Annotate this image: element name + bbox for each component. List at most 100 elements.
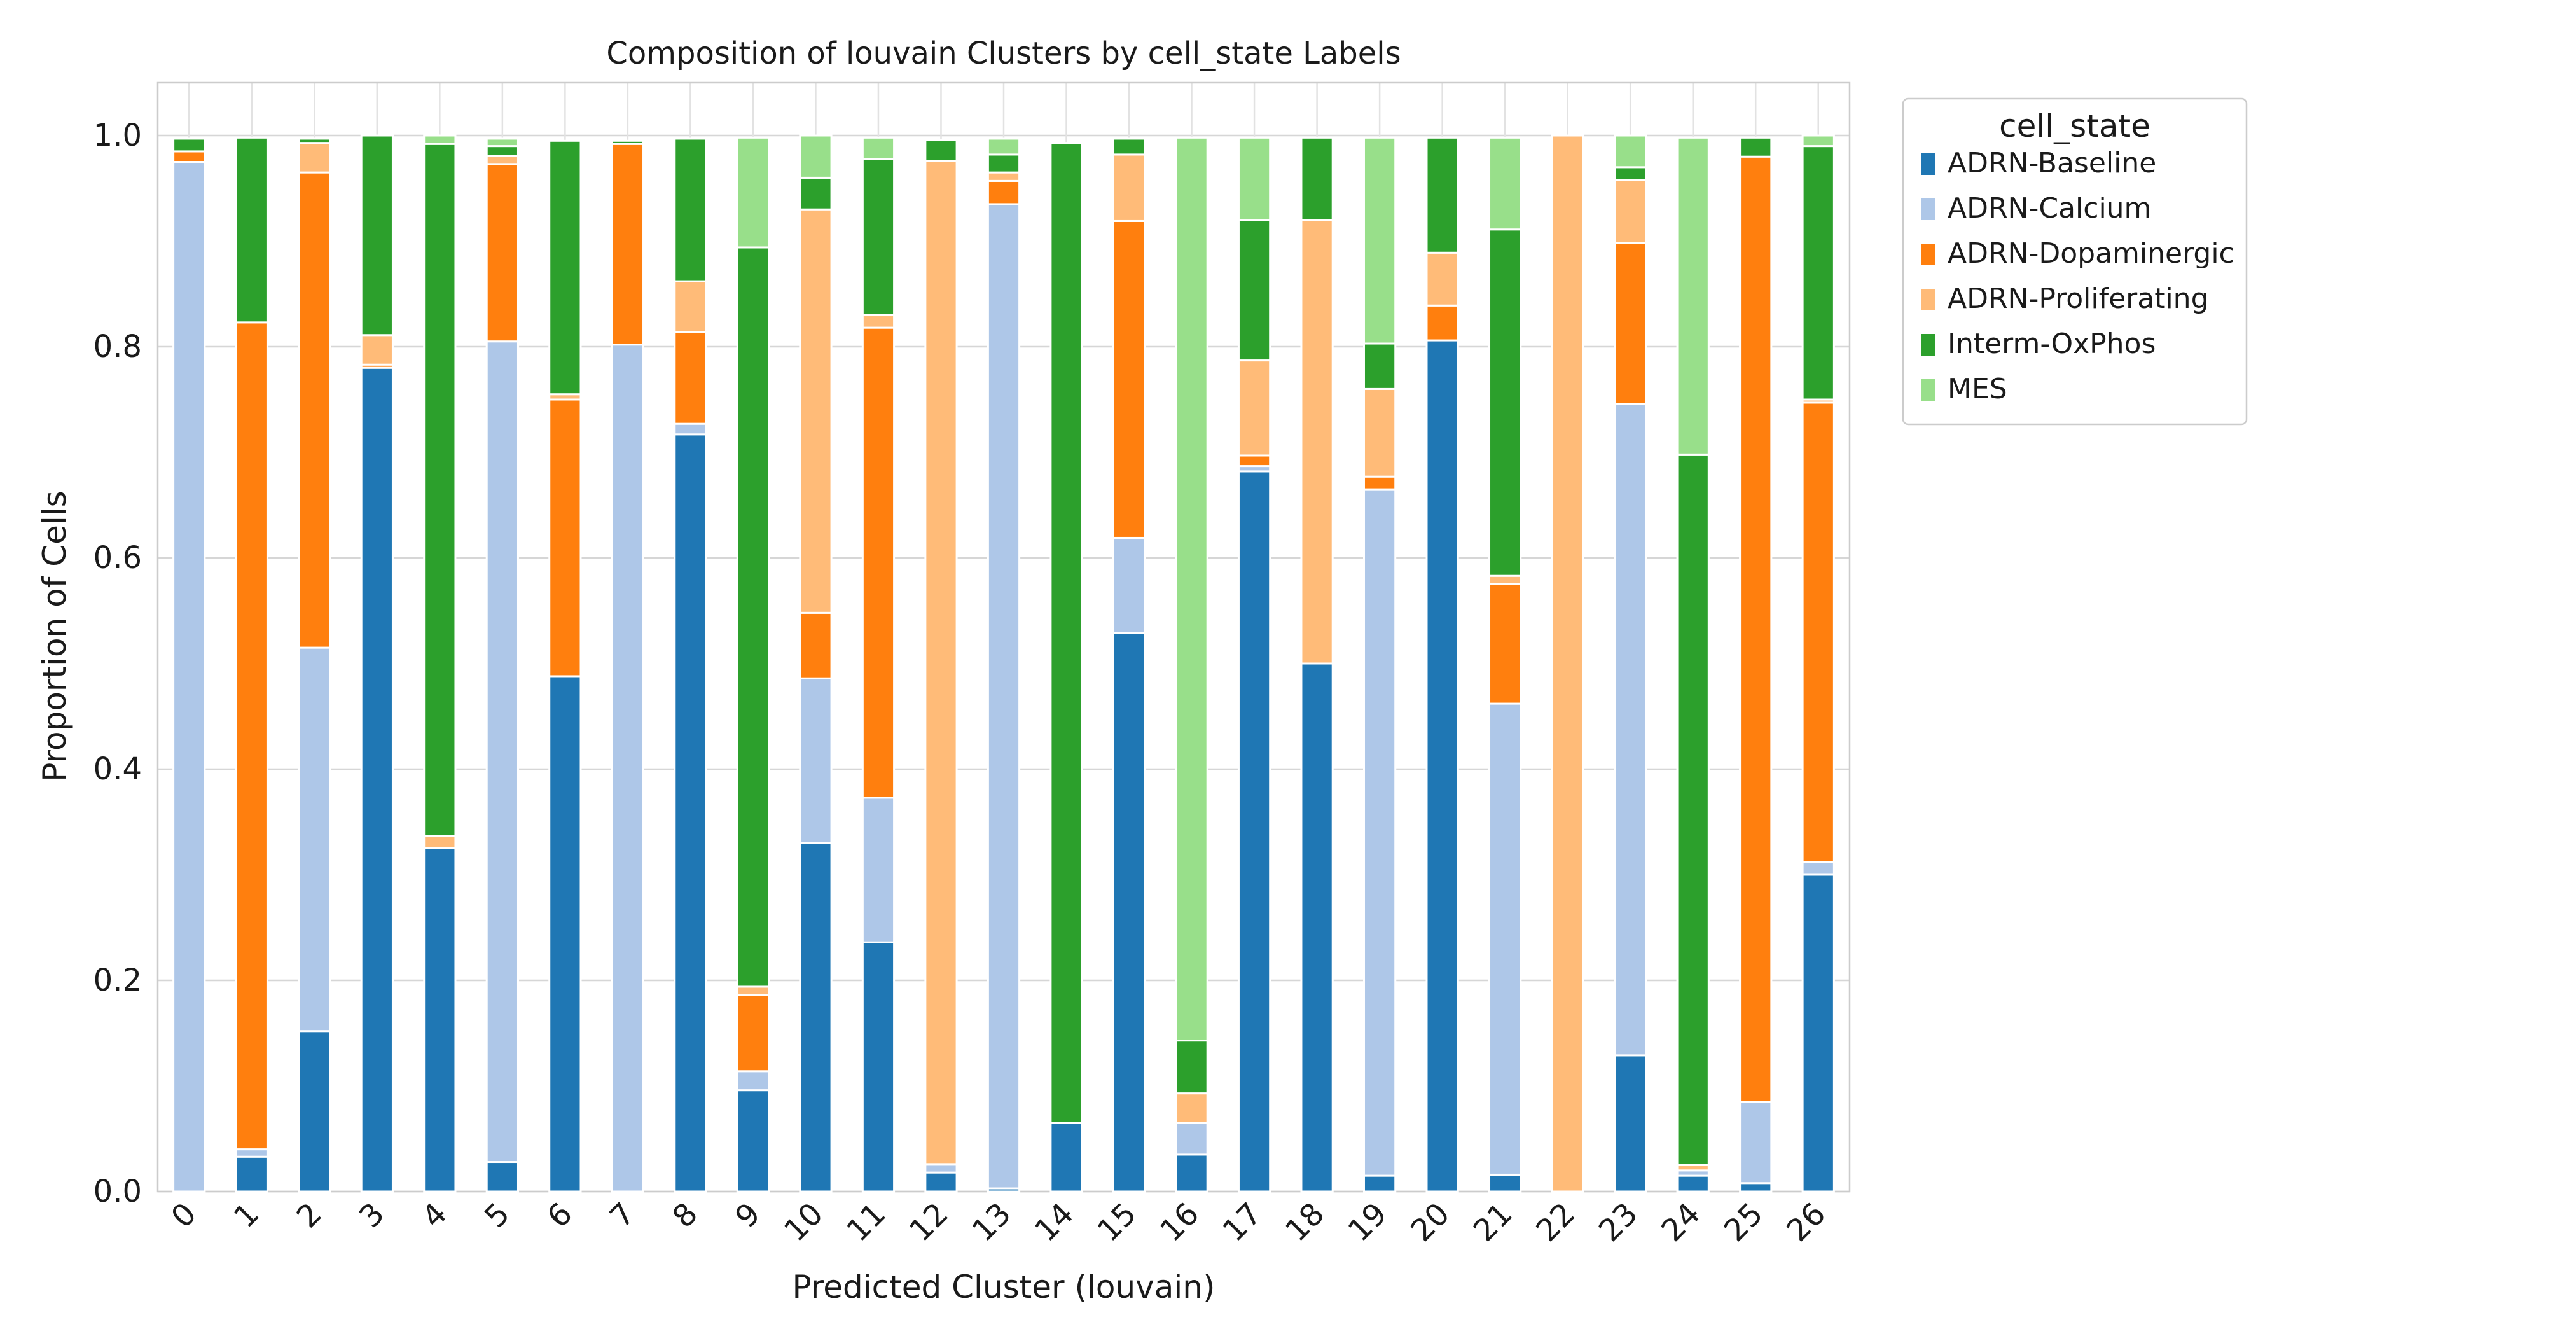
bar-segment (861, 314, 896, 329)
bar-segment (423, 835, 457, 849)
bar-segment (1362, 136, 1397, 345)
bar-segment (235, 1148, 268, 1158)
bar-segment (861, 797, 896, 943)
bar-segment (1362, 342, 1397, 390)
legend-swatch (1921, 153, 1935, 175)
x-tick-labels: 0 1 2 3 4 5 6 7 8 9 10 11 12 13 14 15 16 17 18 19 20 21 22 23 24… (165, 1196, 1833, 1249)
bar-segment (1425, 304, 1459, 342)
chart-title: Composition of louvain Clusters by cell_… (606, 36, 1401, 71)
bar-segment (1488, 583, 1522, 705)
bar-segment (1614, 1054, 1647, 1193)
y-tick-label: 0.8 (93, 329, 142, 365)
legend-items: ADRN-Baseline ADRN-Calcium ADRN-Dopaminerg… (1921, 147, 2234, 405)
x-tick-label: 20 (1404, 1196, 1457, 1249)
bar-segment (611, 344, 645, 1193)
bar-segment (799, 611, 833, 679)
bar-segment (799, 677, 833, 844)
bar-segment (1739, 1182, 1773, 1193)
bar-segment (611, 143, 645, 346)
bar-segment (924, 160, 958, 1166)
x-tick-label: 14 (1028, 1196, 1081, 1249)
x-tick-label: 26 (1780, 1196, 1832, 1249)
bar-segment (1488, 574, 1522, 585)
x-tick-label: 21 (1467, 1196, 1520, 1249)
bar-segment (674, 433, 707, 1193)
bar-segment (172, 150, 206, 163)
legend-swatch (1921, 198, 1935, 220)
bar-segment (799, 176, 833, 211)
legend-swatch (1921, 379, 1935, 401)
legend-frame (1902, 97, 2248, 426)
bar-segment (1614, 403, 1647, 1057)
bar-segment (861, 136, 896, 160)
bar-segment (548, 139, 582, 396)
bar-segment (1175, 136, 1208, 1042)
bar-segment (548, 398, 582, 678)
bar-stacks (172, 134, 1835, 1193)
bar-segment (1425, 251, 1459, 307)
x-tick-label: 7 (603, 1196, 642, 1235)
x-tick-label: 25 (1717, 1196, 1770, 1249)
bar-segment (360, 366, 394, 1193)
x-tick-label: 15 (1091, 1196, 1144, 1249)
x-tick-label: 9 (728, 1196, 767, 1235)
bar-segment (1112, 536, 1146, 634)
x-tick-label: 24 (1654, 1196, 1707, 1249)
y-tick-label: 0.2 (93, 963, 142, 998)
bar-segment (674, 137, 707, 282)
bar-segment (1614, 166, 1647, 181)
x-tick-label: 23 (1592, 1196, 1645, 1249)
bar-segment (1362, 488, 1397, 1177)
y-tick-label: 0.6 (93, 540, 142, 576)
bar-segment (1237, 359, 1271, 457)
x-tick-label: 13 (966, 1196, 1018, 1249)
legend-label: ADRN-Proliferating (1948, 282, 2209, 315)
legend-label: Interm-OxPhos (1948, 328, 2156, 360)
bar-segment (298, 646, 331, 1033)
x-tick-label: 1 (227, 1196, 266, 1235)
bar-segment (1112, 153, 1146, 222)
bar-segment (987, 137, 1021, 156)
bar-segment (611, 139, 645, 145)
bar-segment (298, 171, 331, 649)
bar-segment (1237, 470, 1271, 1193)
x-tick-label: 19 (1341, 1196, 1394, 1249)
bar-segment (924, 1171, 958, 1193)
bar-segment (423, 847, 457, 1193)
bar-segment (1175, 1092, 1208, 1124)
bar-segment (674, 422, 707, 436)
bar-segment (924, 1163, 958, 1174)
bar-segment (298, 142, 331, 174)
bar-segment (1049, 142, 1083, 1124)
bar-segment (1300, 219, 1334, 665)
bar-segment (1175, 1153, 1208, 1193)
y-tick-labels: 0.0 0.2 0.4 0.6 0.8 1.0 (93, 118, 142, 1209)
bar-segment (1175, 1122, 1208, 1156)
bar-segment (1112, 219, 1146, 539)
bar-segment (235, 136, 268, 324)
bar-segment (423, 143, 457, 837)
bar-segment (1300, 662, 1334, 1193)
bar-segment (799, 134, 833, 179)
bar-segment (360, 134, 394, 337)
bar-segment (360, 334, 394, 366)
y-tick-label: 1.0 (93, 118, 142, 153)
bar-segment (924, 139, 958, 162)
bar-segment (1300, 136, 1334, 221)
x-tick-label: 0 (165, 1196, 204, 1235)
x-tick-label: 22 (1529, 1196, 1582, 1249)
bar-segment (799, 208, 833, 614)
bar-segment (674, 331, 707, 425)
legend-label: ADRN-Baseline (1948, 147, 2156, 179)
bar-segment (1801, 134, 1835, 148)
x-tick-label: 17 (1216, 1196, 1269, 1249)
bar-segment (1237, 454, 1271, 468)
bar-segment (1488, 228, 1522, 577)
bar-segment (1488, 1173, 1522, 1193)
bar-segment (674, 280, 707, 333)
bar-segment (1425, 136, 1459, 254)
bar-segment (1801, 145, 1835, 401)
y-tick-label: 0.0 (93, 1174, 142, 1209)
bar-segment (1801, 861, 1835, 876)
